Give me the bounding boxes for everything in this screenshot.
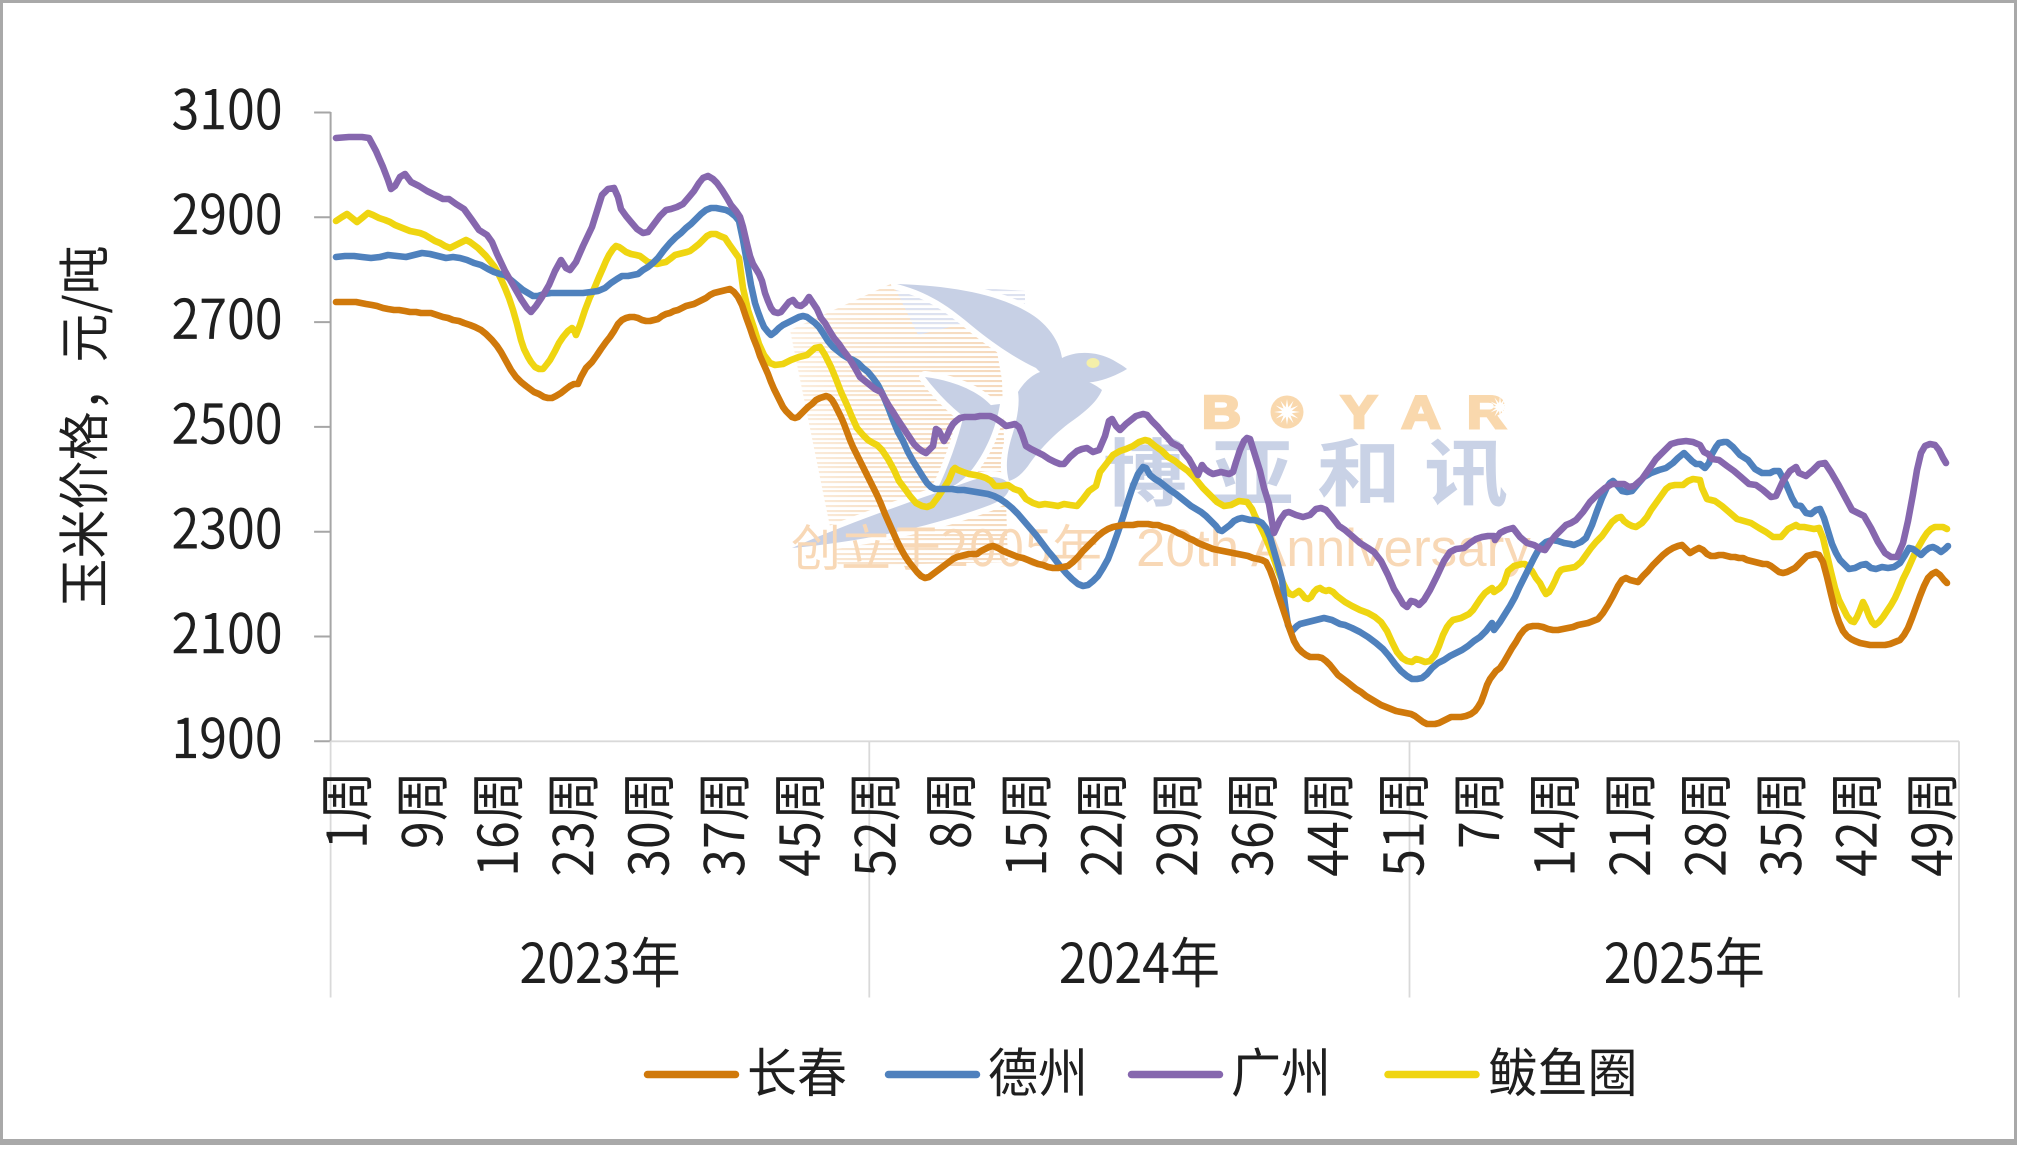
svg-text:B: B — [1202, 386, 1241, 438]
svg-text:20th Anniversary: 20th Anniversary — [1136, 519, 1531, 578]
svg-text:Y: Y — [1341, 386, 1377, 438]
svg-text:A: A — [1401, 386, 1440, 438]
